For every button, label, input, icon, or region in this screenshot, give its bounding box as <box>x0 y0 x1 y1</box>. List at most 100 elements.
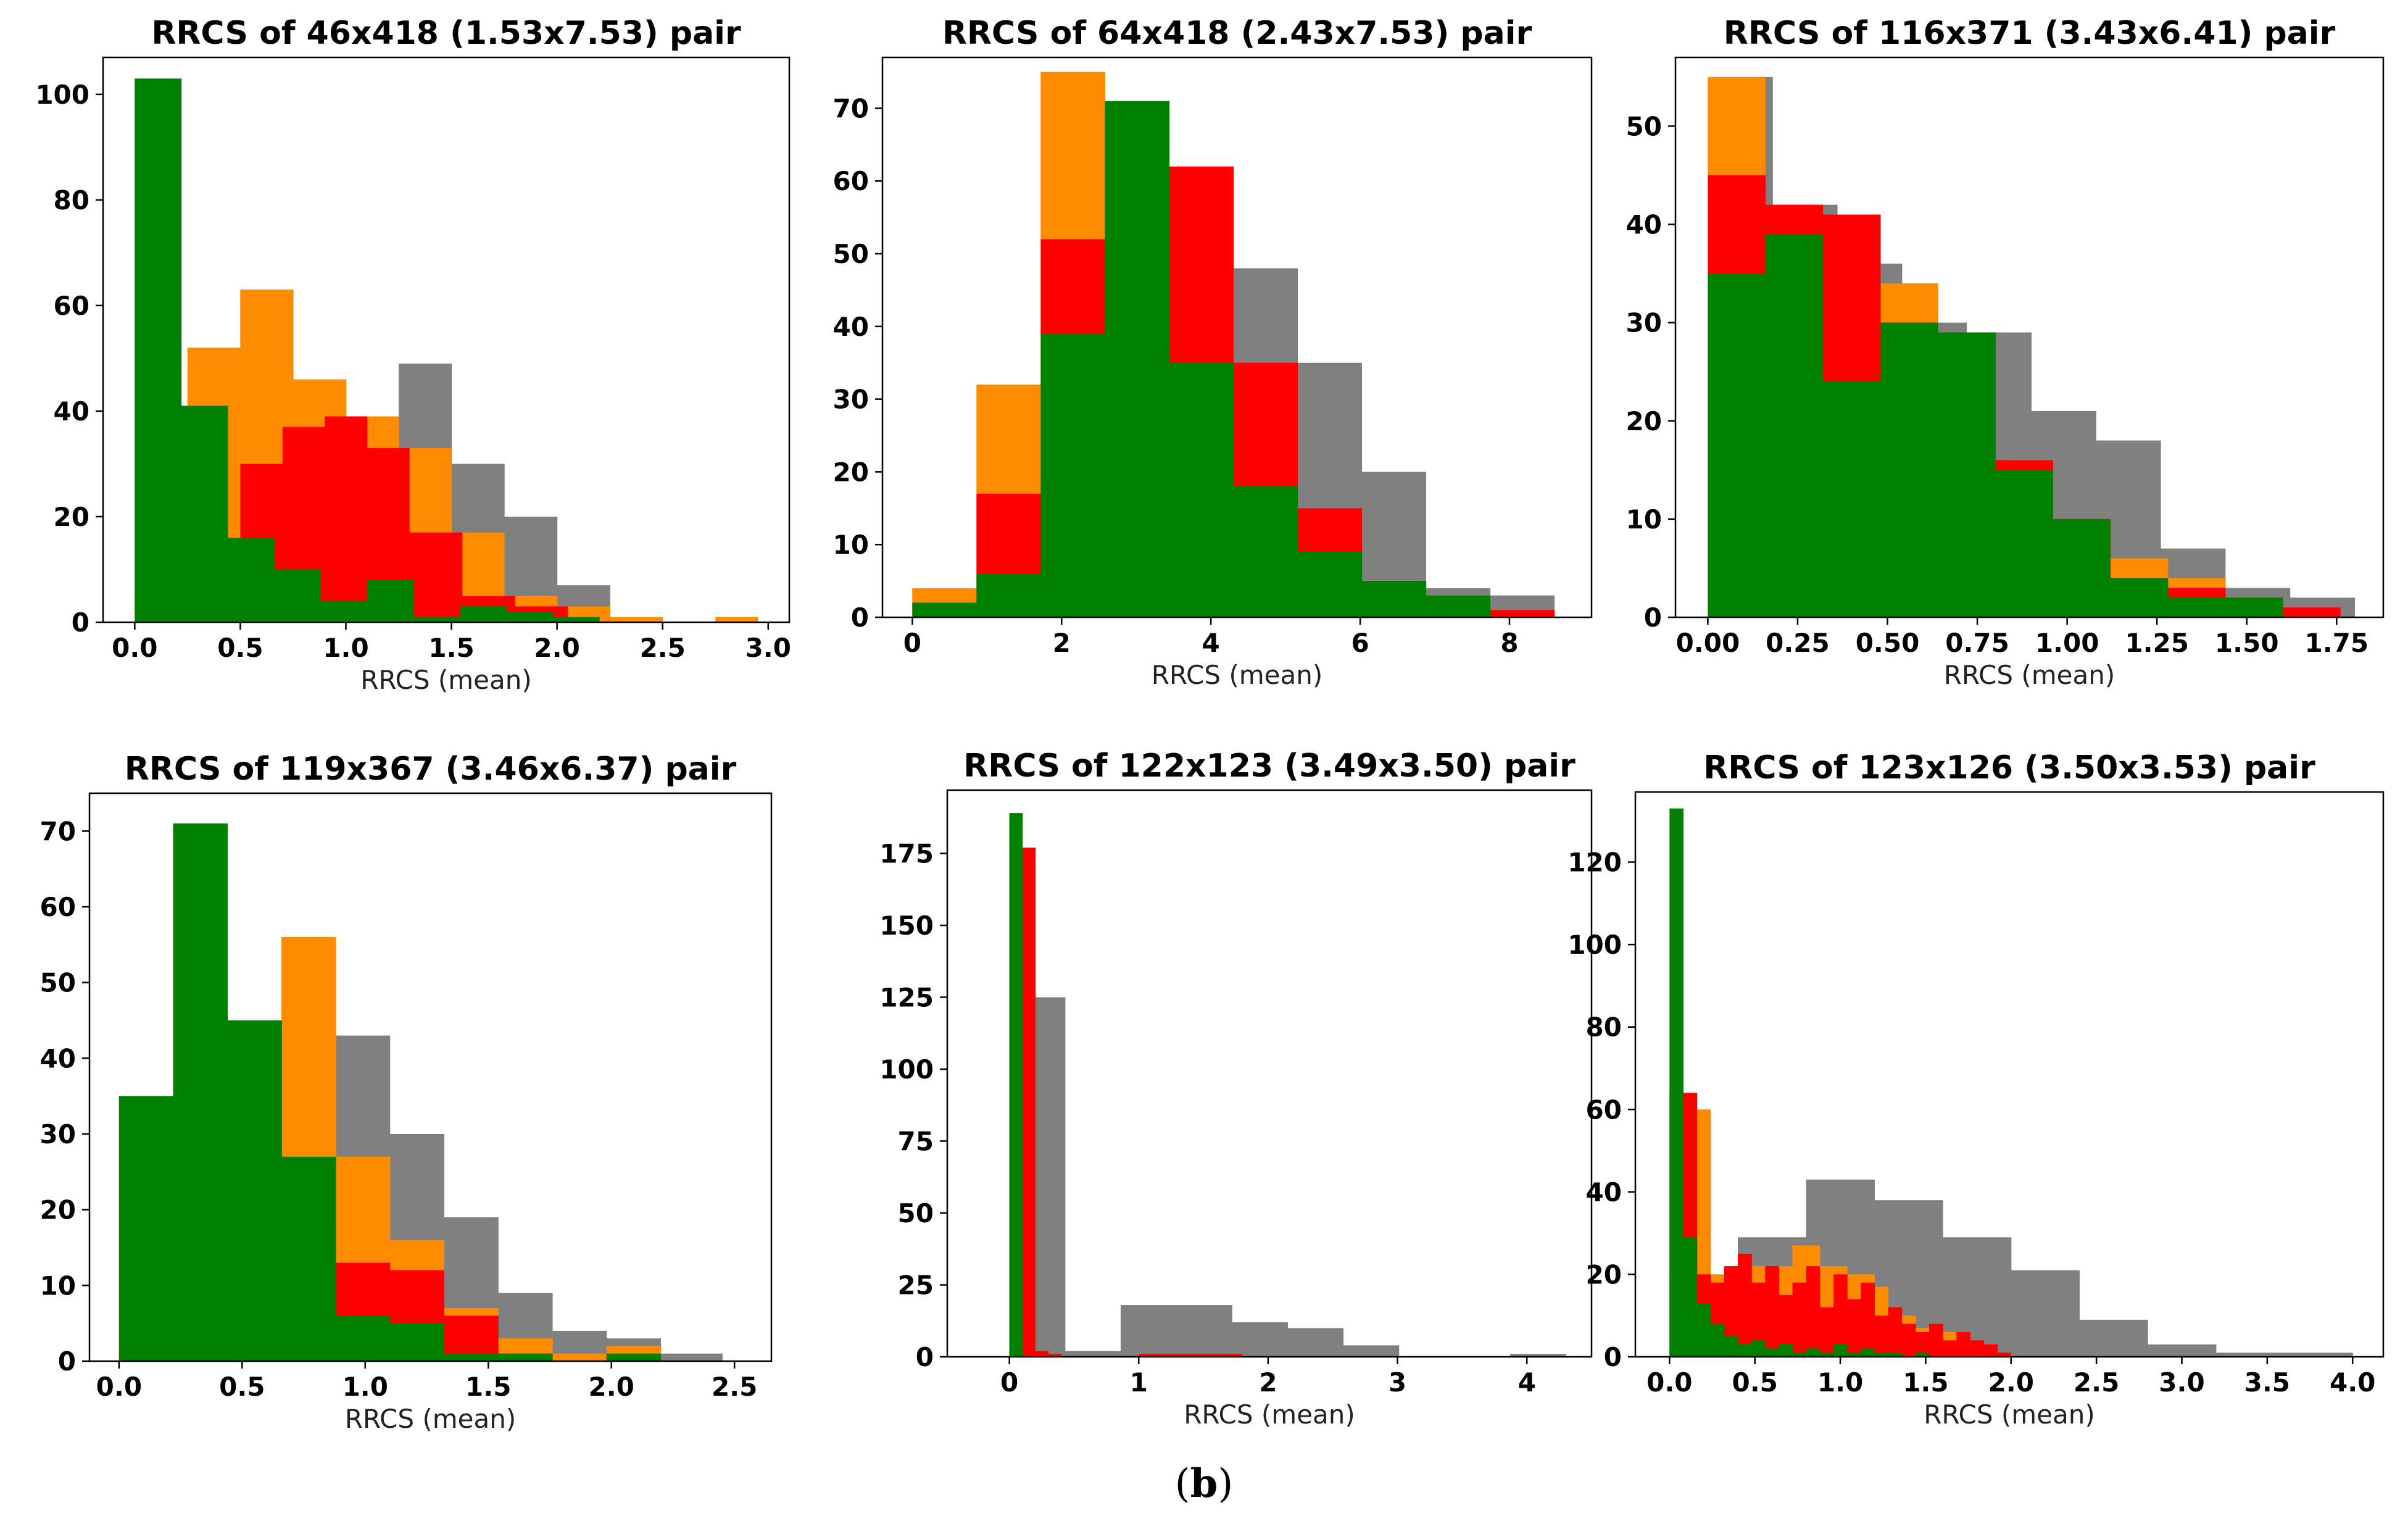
gray-bar <box>1287 1328 1344 1357</box>
green-bar <box>1765 234 1824 617</box>
x-tick-label: 1.5 <box>465 1372 511 1402</box>
green-bar <box>227 1020 282 1361</box>
green-bar <box>173 823 228 1361</box>
x-tick-label: 1.5 <box>1903 1367 1948 1398</box>
green-bar <box>2110 578 2169 617</box>
green-bar <box>1822 381 1881 617</box>
green-bar <box>552 617 600 622</box>
green-bar <box>367 580 414 622</box>
green-bar <box>1426 595 1491 617</box>
x-tick-label: 1.0 <box>323 633 368 663</box>
x-tick-label: 2.5 <box>2074 1367 2119 1398</box>
green-bar <box>498 1353 553 1361</box>
green-bar <box>1297 551 1363 617</box>
green-bar <box>912 602 977 617</box>
y-tick-label: 20 <box>1586 1259 1622 1290</box>
green-bar <box>1751 1340 1766 1357</box>
red-bar <box>1035 1351 1049 1357</box>
x-tick-label: 3.0 <box>745 633 791 663</box>
plot-frame <box>1674 56 2385 619</box>
green-bar <box>1169 362 1234 617</box>
red-bar <box>1833 1274 1848 1357</box>
y-tick-label: 75 <box>898 1127 934 1157</box>
y-tick-label: 120 <box>1567 848 1622 878</box>
x-tick-label: 3.0 <box>2159 1367 2204 1398</box>
green-bar <box>460 606 507 622</box>
red-bar <box>1943 1340 1957 1357</box>
x-tick-label: 3 <box>1389 1367 1406 1398</box>
orange-bar <box>610 617 663 622</box>
red-bar <box>1724 1266 1738 1357</box>
red-bar <box>1738 1254 1752 1357</box>
green-bar <box>2225 598 2283 617</box>
x-tick-label: 2.5 <box>640 633 686 663</box>
series-green <box>1708 234 2283 617</box>
green-bar <box>1779 1344 1793 1357</box>
panel-6: 0.0 0.5 1.0 1.5 2.0 2.5 3.0 3.5 4.0 0 20 40 60 80 100 1… <box>1567 749 2385 1430</box>
y-tick-label: 0 <box>1644 602 1662 633</box>
panel-5: 0 1 2 3 4 0 25 50 75 100 125 150 175 RRCS of 122x123 … <box>879 748 1593 1430</box>
green-bar <box>335 1315 391 1361</box>
red-bar <box>1888 1307 1903 1357</box>
green-bar <box>444 1353 499 1361</box>
gray-bar <box>1343 1345 1400 1357</box>
green-bar <box>1888 1353 1903 1357</box>
x-axis-label: RRCS (mean) <box>1152 660 1323 690</box>
y-tick-label: 0 <box>1604 1342 1622 1372</box>
green-bar <box>281 1156 336 1361</box>
plot-frame <box>102 56 791 623</box>
panel-title: RRCS of 119x367 (3.46x6.37) pair <box>125 751 737 788</box>
y-tick-label: 50 <box>898 1198 934 1228</box>
green-bar <box>135 78 182 622</box>
y-tick-label: 125 <box>879 983 934 1013</box>
x-tick-label: 2.5 <box>712 1372 757 1402</box>
y-tick-label: 40 <box>1586 1177 1622 1207</box>
panel-title: RRCS of 46x418 (1.53x7.53) pair <box>151 15 741 52</box>
plot-frame <box>1634 791 2385 1358</box>
green-bar <box>976 573 1041 617</box>
x-tick-label: 4.0 <box>2330 1367 2375 1398</box>
panel-title: RRCS of 64x418 (2.43x7.53) pair <box>942 15 1532 52</box>
red-bar <box>1806 1266 1821 1357</box>
plot-frame <box>88 792 773 1362</box>
gray-bar <box>660 1353 723 1361</box>
x-tick-label: 0 <box>1000 1367 1018 1398</box>
x-tick-label: 1.75 <box>2304 628 2369 658</box>
y-tick-label: 30 <box>40 1119 76 1149</box>
series-green <box>118 823 662 1361</box>
green-bar <box>506 611 554 622</box>
y-tick-label: 10 <box>1626 504 1662 535</box>
green-bar <box>1915 1353 1930 1357</box>
gray-bar <box>2011 1270 2080 1357</box>
red-bar <box>1874 1315 1889 1357</box>
green-bar <box>1861 1348 1875 1357</box>
green-bar <box>1765 1348 1780 1357</box>
red-bar <box>1490 610 1555 617</box>
green-bar <box>320 601 368 622</box>
series-gray <box>1009 997 1566 1357</box>
red-bar <box>1997 1353 2012 1357</box>
gray-bar <box>2079 1319 2148 1357</box>
green-bar <box>1708 273 1766 617</box>
panel-title: RRCS of 122x123 (3.49x3.50) pair <box>963 748 1576 785</box>
y-tick-label: 40 <box>1626 210 1662 240</box>
green-bar <box>227 538 275 622</box>
green-bar <box>1361 581 1427 617</box>
y-tick-label: 80 <box>1586 1012 1622 1043</box>
x-axis-label: RRCS (mean) <box>1924 1399 2095 1430</box>
panel-2: 0 2 4 6 8 0 10 20 30 40 50 60 70 RRCS of 64x418 (2.43… <box>833 15 1593 690</box>
red-bar <box>1779 1294 1793 1357</box>
green-bar <box>1792 1353 1807 1357</box>
red-bar <box>1928 1323 1943 1357</box>
red-bar <box>1847 1299 1861 1357</box>
plot-frame <box>946 789 1593 1358</box>
y-tick-label: 20 <box>40 1195 76 1225</box>
x-tick-label: 0.50 <box>1856 628 1920 658</box>
series-green <box>1669 808 1930 1357</box>
y-tick-label: 40 <box>40 1043 76 1073</box>
green-bar <box>1819 1353 1834 1357</box>
y-tick-label: 60 <box>54 291 89 321</box>
red-bar <box>1983 1344 1998 1357</box>
x-tick-label: 2.0 <box>534 633 579 663</box>
